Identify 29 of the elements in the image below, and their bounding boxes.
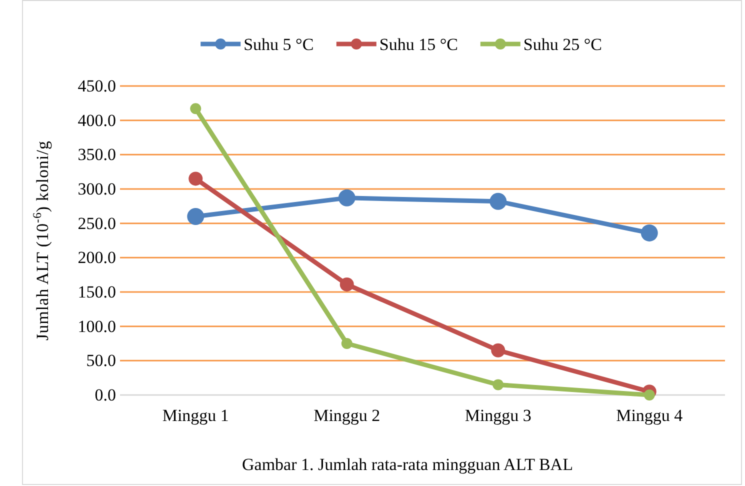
point	[338, 189, 356, 206]
point	[340, 277, 354, 292]
legend-label: Suhu 15 °C	[379, 35, 458, 54]
y-tick-label: 300.0	[78, 179, 116, 198]
legend-label: Suhu 25 °C	[523, 35, 602, 54]
y-tick-label: 450.0	[78, 76, 116, 96]
point	[341, 338, 352, 349]
y-tick-label: 50.0	[86, 351, 116, 370]
y-tick-label: 200.0	[78, 248, 116, 268]
y-tick-label: 250.0	[78, 214, 116, 233]
point	[640, 224, 658, 242]
x-tick-label: Minggu 2	[314, 406, 380, 426]
point	[187, 208, 204, 225]
x-tick-label: Minggu 3	[464, 406, 532, 426]
legend-label: Suhu 5 °C	[244, 35, 314, 54]
x-tick-label: Minggu 1	[162, 406, 229, 426]
y-tick-label: 400.0	[78, 110, 116, 130]
point	[190, 103, 202, 114]
y-tick-label: 100.0	[78, 316, 116, 336]
point	[492, 379, 504, 390]
text: Gambar 1. Jumlah rata-rata mingguan ALT BAL	[242, 455, 573, 474]
point	[644, 390, 655, 400]
x-tick-label: Minggu 4	[616, 406, 684, 426]
y-tick-label: 150.0	[78, 282, 116, 302]
y-tick-label: 350.0	[78, 145, 116, 164]
point	[491, 343, 506, 358]
point	[490, 192, 507, 210]
y-tick-label: 0.0	[94, 385, 116, 404]
point	[188, 172, 203, 186]
